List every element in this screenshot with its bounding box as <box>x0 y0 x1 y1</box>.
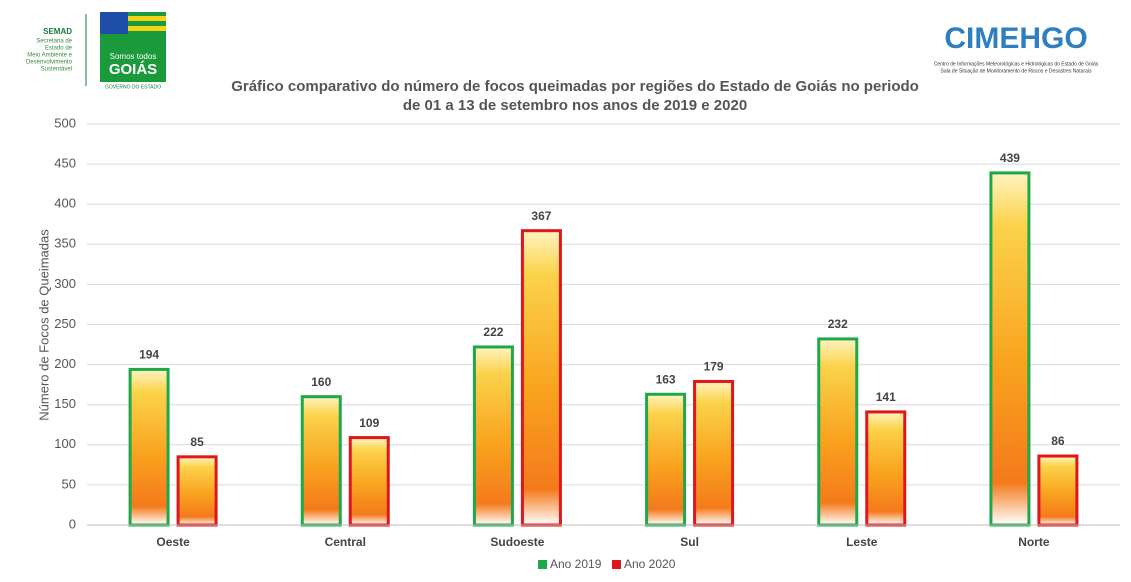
y-tick-label: 0 <box>69 516 76 531</box>
semad-sub: Desenvolvimento <box>26 60 73 66</box>
flag-stripe <box>128 26 166 31</box>
bar <box>647 394 685 525</box>
bar <box>522 231 560 525</box>
data-label: 109 <box>359 416 379 430</box>
data-label: 194 <box>139 348 159 362</box>
data-label: 141 <box>876 390 896 404</box>
data-label: 160 <box>311 375 331 389</box>
semad-sub: Secretaria de <box>36 39 72 45</box>
cimehgo-logo: CIMEHGO Centro de Informações Meteorológ… <box>934 22 1099 74</box>
data-label: 232 <box>828 317 848 331</box>
semad-sub: Meio Ambiente e <box>27 53 72 59</box>
flag-canton <box>100 12 128 34</box>
bar <box>130 369 168 525</box>
x-tick-label: Norte <box>1018 535 1050 549</box>
x-tick-label: Sudoeste <box>490 535 544 549</box>
semad-sub: Sustentável <box>41 67 72 73</box>
cimehgo-sub: Sala de Situação de Monitoramento de Ris… <box>941 68 1092 74</box>
goias-top: Somos todos <box>110 52 157 61</box>
chart-title: Gráfico comparativo do número de focos q… <box>231 78 919 95</box>
bar <box>350 438 388 525</box>
data-label: 163 <box>656 372 676 386</box>
data-label: 222 <box>483 325 503 339</box>
chart-title: de 01 a 13 de setembro nos anos de 2019 … <box>403 97 747 114</box>
bar <box>819 339 857 525</box>
bar <box>1039 456 1077 525</box>
y-axis-label: Número de Focos de Queimadas <box>36 229 51 421</box>
semad-sub: Estado de <box>45 46 73 52</box>
y-tick-label: 100 <box>54 436 76 451</box>
bar <box>867 412 905 525</box>
bar <box>302 397 340 525</box>
bar <box>991 173 1029 525</box>
data-label: 86 <box>1051 434 1065 448</box>
semad: SEMAD <box>43 27 72 36</box>
y-tick-label: 350 <box>54 236 76 251</box>
y-tick-label: 250 <box>54 316 76 331</box>
legend-label: Ano 2019 <box>550 557 602 571</box>
legend-marker <box>612 560 621 569</box>
y-tick-label: 400 <box>54 196 76 211</box>
legend-label: Ano 2020 <box>624 557 676 571</box>
governo: GOVERNO DO ESTADO <box>105 84 161 90</box>
data-label: 179 <box>704 360 724 374</box>
x-tick-label: Leste <box>846 535 878 549</box>
data-label: 85 <box>190 435 204 449</box>
flag-stripe <box>128 16 166 21</box>
cimehgo-sub: Centro de Informações Meteorológicas e H… <box>934 61 1099 67</box>
bar <box>178 457 216 525</box>
bar <box>695 381 733 525</box>
x-tick-label: Central <box>325 535 366 549</box>
y-tick-label: 50 <box>62 476 76 491</box>
x-tick-label: Sul <box>680 535 699 549</box>
cimehgo: CIMEHGO <box>944 22 1087 55</box>
legend-marker <box>538 560 547 569</box>
y-tick-label: 450 <box>54 156 76 171</box>
y-tick-label: 200 <box>54 356 76 371</box>
y-tick-label: 300 <box>54 276 76 291</box>
y-tick-label: 500 <box>54 115 76 130</box>
goias: GOIÁS <box>109 61 157 78</box>
page: SEMAD Secretaria de Estado de Meio Ambie… <box>0 0 1131 577</box>
semad-logo: SEMAD Secretaria de Estado de Meio Ambie… <box>26 12 166 90</box>
y-tick-label: 150 <box>54 396 76 411</box>
bar <box>474 347 512 525</box>
x-tick-label: Oeste <box>156 535 190 549</box>
data-label: 439 <box>1000 151 1020 165</box>
data-label: 367 <box>531 209 551 223</box>
